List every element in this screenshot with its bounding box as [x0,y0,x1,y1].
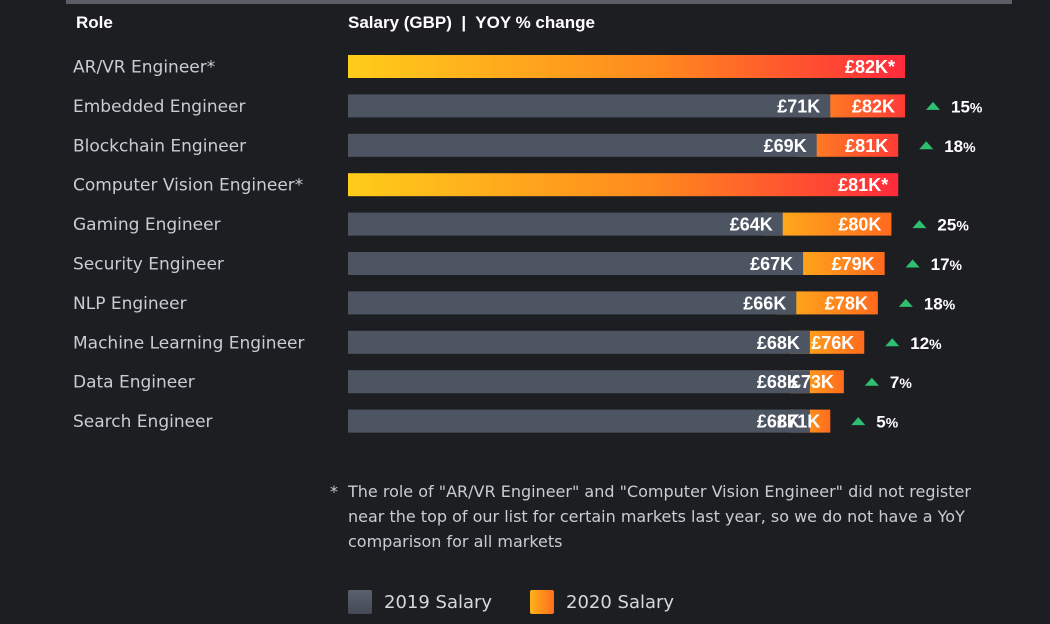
value-label-2020: £71K [777,412,820,432]
bar-2019 [348,291,797,315]
salary-bar-chart: AR/VR Engineer* £82K* Embedded Engineer £71… [73,55,983,433]
role-label: Machine Learning Engineer [73,333,304,353]
footnote: * The role of "AR/VR Engineer" and "Comp… [330,479,990,554]
yoy-change-label: 17% [931,255,963,274]
role-label: Data Engineer [73,373,195,393]
role-label: Blockchain Engineer [73,136,246,156]
up-arrow-icon [851,417,866,426]
value-label-2019: £69K [764,136,807,156]
value-label-2020: £80K [838,215,881,235]
value-label-2020: £73K [791,372,834,392]
value-label-2020: £81K [845,136,888,156]
value-label-2019: £64K [730,215,773,235]
yoy-change-label: 12% [910,334,942,353]
yoy-change-label: 7% [890,373,912,392]
legend-2020: 2020 Salary [530,590,674,614]
bar-2019 [348,330,810,354]
up-arrow-icon [864,377,879,386]
legend-2019: 2019 Salary [348,590,492,614]
bar-2020-new-role [348,173,899,197]
up-arrow-icon [905,259,920,268]
value-label-2019: £67K [750,254,793,274]
bar-2020 [810,94,905,118]
value-label-2020: £79K [832,254,875,274]
role-label: Computer Vision Engineer* [73,176,303,196]
yoy-change-label: 25% [937,216,969,235]
value-label-2020: £82K* [845,57,895,77]
bar-2019 [348,370,810,394]
bar-2019 [348,252,804,275]
yoy-change-label: 18% [924,294,956,313]
value-label-2019: £68K [757,412,800,432]
value-label-2019: £71K [777,96,820,116]
role-label: NLP Engineer [73,294,187,314]
role-label: Security Engineer [73,255,224,275]
yoy-change-label: 15% [951,97,983,116]
salary-column-header: Salary (GBP) | YOY % change [348,13,595,32]
bar-2020 [762,212,892,236]
value-label-2019: £68K [757,333,800,353]
up-arrow-icon [898,298,913,307]
up-arrow-icon [885,338,900,347]
yoy-change-label: 5% [876,413,898,432]
bar-2019 [348,133,817,157]
role-label: Embedded Engineer [73,97,246,117]
legend-2020-swatch [530,590,554,614]
bar-2020-new-role [348,55,905,78]
top-divider [66,0,1012,4]
value-label-2020: £76K [811,333,854,353]
role-label: Search Engineer [73,412,213,432]
footnote-text: The role of "AR/VR Engineer" and "Comput… [348,482,971,551]
up-arrow-icon [926,101,940,110]
value-label-2020: £78K [825,293,868,313]
value-label-2019: £66K [743,293,786,313]
value-label-2020: £82K [852,96,895,116]
bar-2019 [348,94,831,118]
value-label-2019: £68K [757,372,800,392]
bar-2020 [776,291,878,315]
bar-2020 [796,133,899,157]
bar-2020 [783,252,885,275]
role-label: AR/VR Engineer* [73,58,215,78]
footnote-asterisk: * [330,482,338,501]
yoy-change-label: 18% [944,137,976,156]
role-column-header: Role [76,13,113,32]
legend-2020-label: 2020 Salary [566,591,675,613]
legend-2019-label: 2019 Salary [384,591,493,613]
up-arrow-icon [912,220,927,229]
value-label-2020: £81K* [838,175,888,195]
legend-2019-swatch [348,590,372,614]
bar-2019 [348,212,783,236]
role-label: Gaming Engineer [73,215,221,235]
bar-2019 [348,409,810,433]
up-arrow-icon [919,141,934,150]
